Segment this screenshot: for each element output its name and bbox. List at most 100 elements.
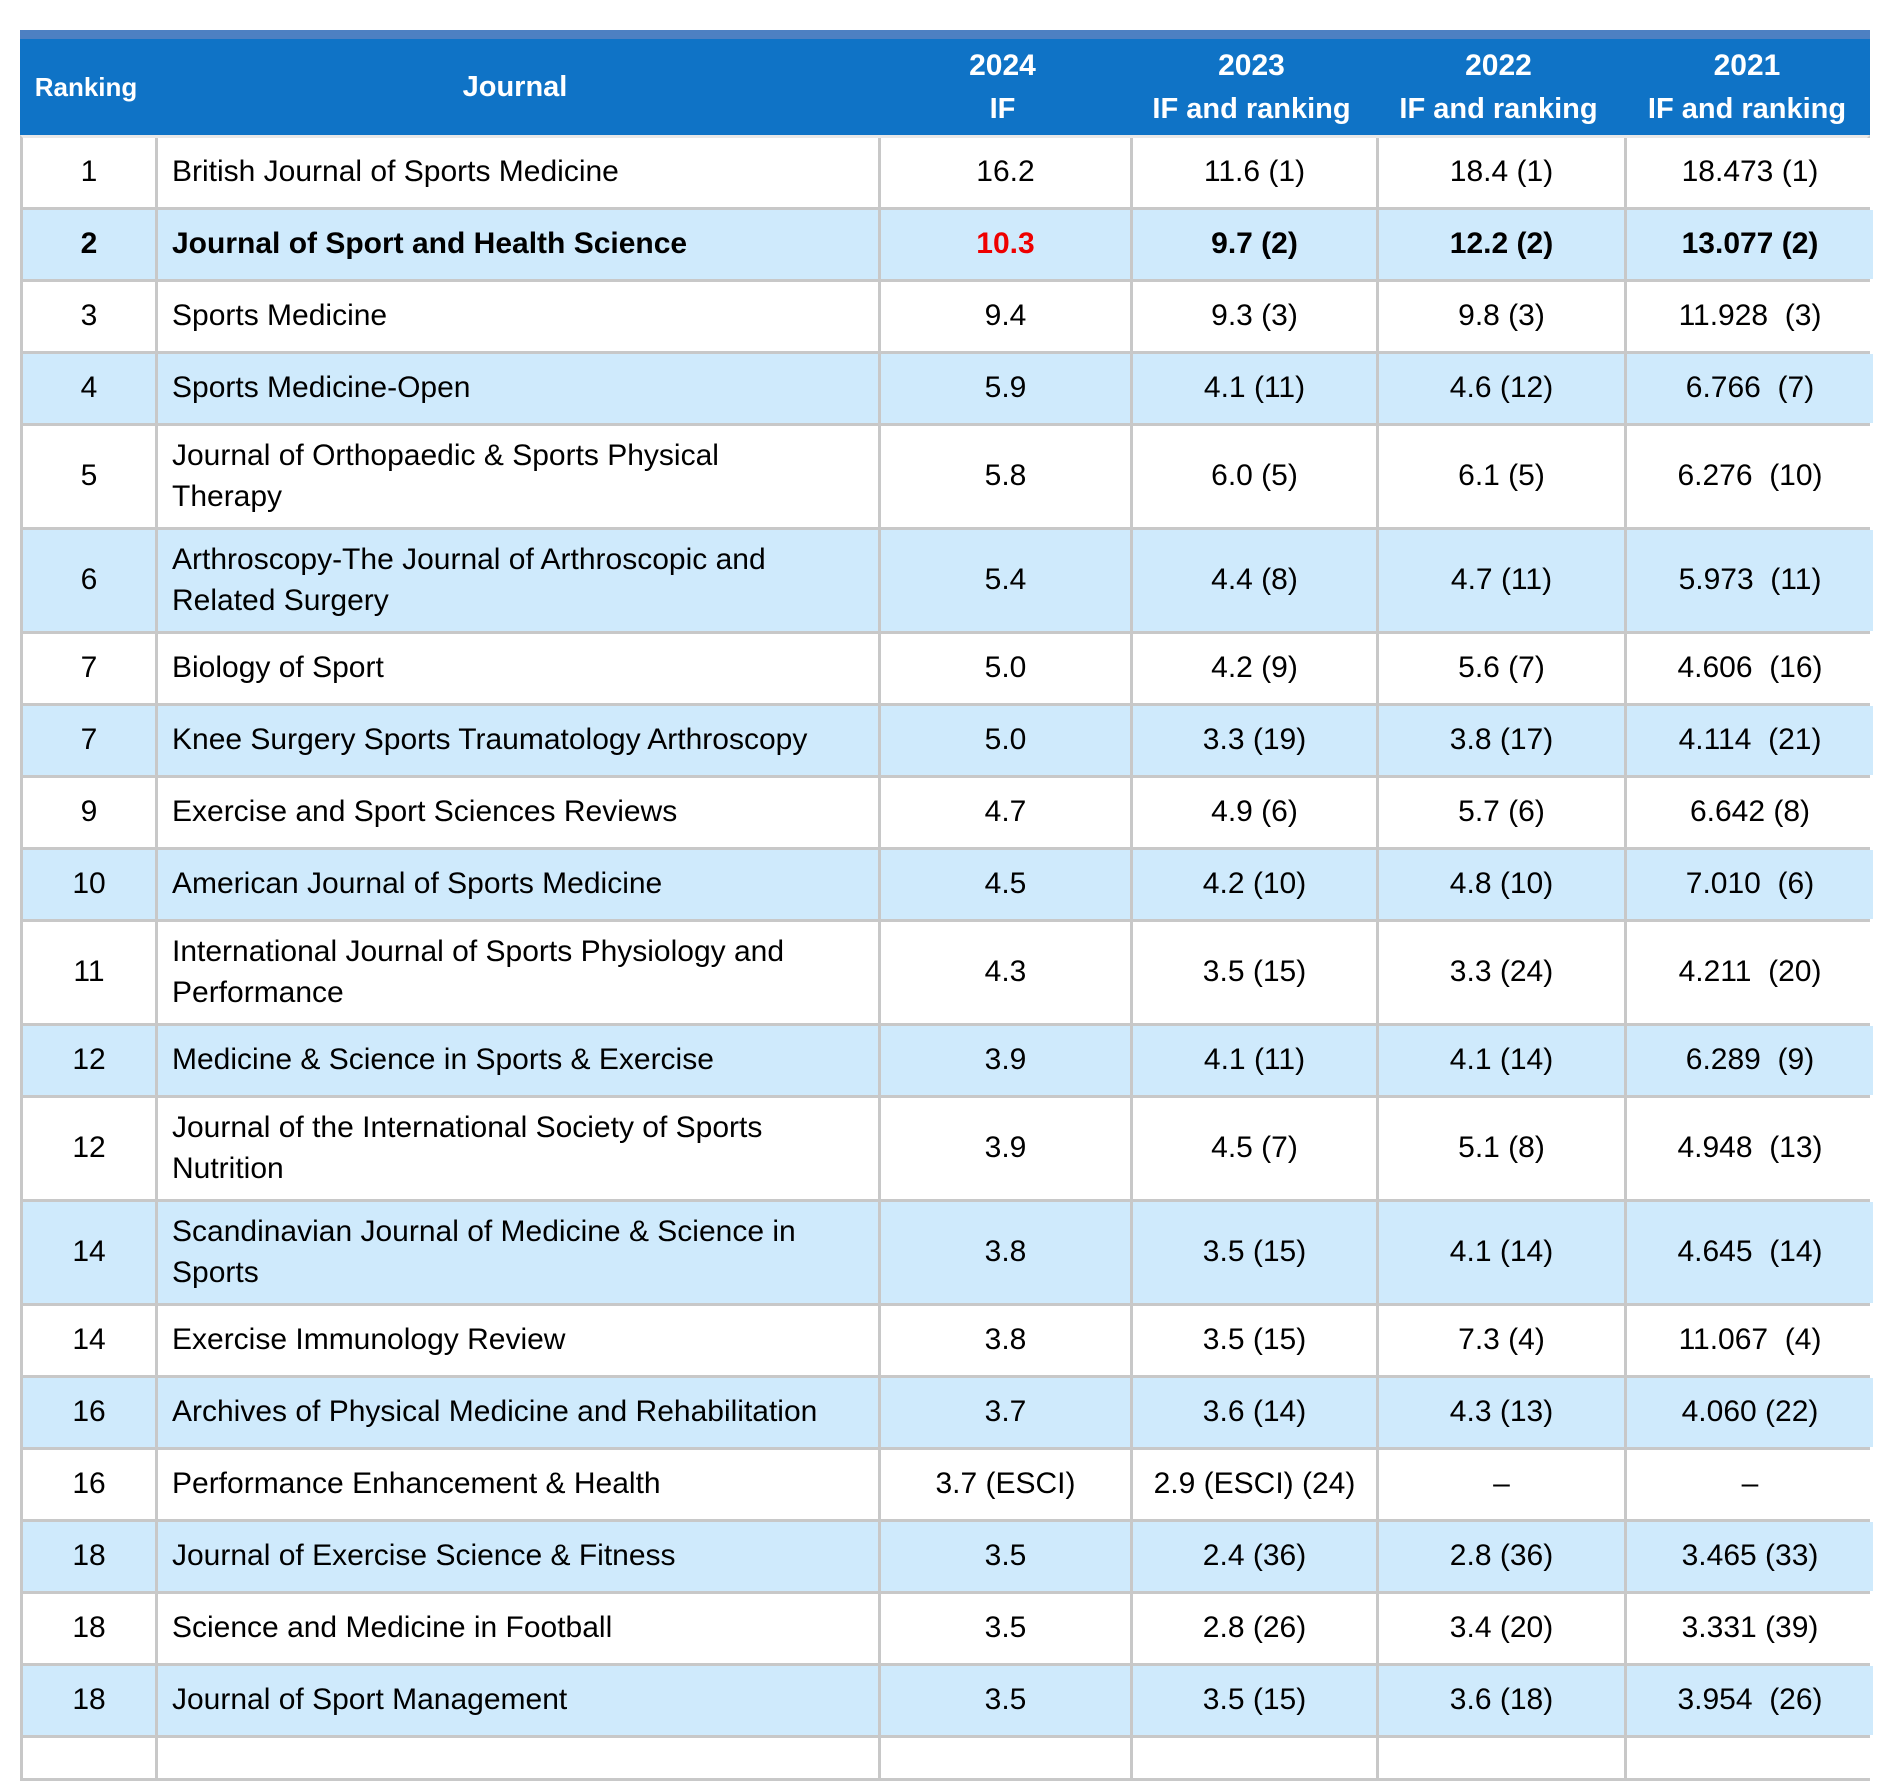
journal-cell: Performance Enhancement & Health xyxy=(158,1450,878,1519)
journal-cell xyxy=(158,1738,878,1778)
if-2024-cell: 3.9 xyxy=(881,1026,1130,1095)
journal-cell: Scandinavian Journal of Medicine & Scien… xyxy=(158,1202,878,1303)
if-2022-cell: – xyxy=(1379,1450,1624,1519)
if-2023-cell: 2.4 (36) xyxy=(1133,1522,1376,1591)
year-label: 2022 xyxy=(1465,49,1532,83)
if-2021-cell: 11.067 (4) xyxy=(1627,1306,1873,1375)
table-row: 2 Journal of Sport and Health Science 10… xyxy=(23,210,1873,279)
year-sublabel: IF and ranking xyxy=(1647,92,1847,125)
journal-cell: Sports Medicine-Open xyxy=(158,354,878,423)
if-2021-cell: 4.606 (16) xyxy=(1627,634,1873,703)
if-2022-cell: 3.8 (17) xyxy=(1379,706,1624,775)
if-2023-cell: 4.9 (6) xyxy=(1133,778,1376,847)
if-2024-cell: 5.4 xyxy=(881,530,1130,631)
if-2022-cell: 6.1 (5) xyxy=(1379,426,1624,527)
ranking-cell: 14 xyxy=(23,1202,155,1303)
column-header-2023: 2023 IF and ranking xyxy=(1130,39,1373,135)
ranking-cell: 18 xyxy=(23,1666,155,1735)
table-row: 1 British Journal of Sports Medicine 16.… xyxy=(23,138,1873,207)
if-2023-cell: 4.2 (9) xyxy=(1133,634,1376,703)
ranking-cell: 9 xyxy=(23,778,155,847)
if-2022-cell: 3.4 (20) xyxy=(1379,1594,1624,1663)
if-2021-cell: 6.642 (8) xyxy=(1627,778,1873,847)
if-2023-cell: 3.5 (15) xyxy=(1133,922,1376,1023)
if-2022-cell: 18.4 (1) xyxy=(1379,138,1624,207)
if-2022-cell xyxy=(1379,1738,1624,1778)
journal-cell: Biology of Sport xyxy=(158,634,878,703)
if-2021-cell: 7.010 (6) xyxy=(1627,850,1873,919)
if-2022-cell: 4.6 (12) xyxy=(1379,354,1624,423)
if-2024-cell: 10.3 xyxy=(881,210,1130,279)
if-2021-cell: 13.077 (2) xyxy=(1627,210,1873,279)
header-top-strip xyxy=(20,30,1870,39)
table-row: 7 Biology of Sport 5.0 4.2 (9) 5.6 (7) 4… xyxy=(23,634,1873,703)
if-2023-cell: 3.5 (15) xyxy=(1133,1306,1376,1375)
journal-ranking-table: Ranking Journal 2024 IF 2023 IF and rank… xyxy=(20,30,1873,1781)
if-2023-cell: 6.0 (5) xyxy=(1133,426,1376,527)
year-label: 2023 xyxy=(1218,49,1285,83)
if-2023-cell: 3.6 (14) xyxy=(1133,1378,1376,1447)
if-2021-cell: 11.928 (3) xyxy=(1627,282,1873,351)
if-2024-cell: 3.7 (ESCI) xyxy=(881,1450,1130,1519)
if-2021-cell: 6.766 (7) xyxy=(1627,354,1873,423)
if-2024-cell: 4.7 xyxy=(881,778,1130,847)
if-2023-cell: 4.1 (11) xyxy=(1133,1026,1376,1095)
if-2023-cell: 9.7 (2) xyxy=(1133,210,1376,279)
journal-cell: Journal of Sport and Health Science xyxy=(158,210,878,279)
if-2024-cell: 4.5 xyxy=(881,850,1130,919)
table-row: 9 Exercise and Sport Sciences Reviews 4.… xyxy=(23,778,1873,847)
if-2024-cell: 5.9 xyxy=(881,354,1130,423)
if-2023-cell: 9.3 (3) xyxy=(1133,282,1376,351)
if-2021-cell: – xyxy=(1627,1450,1873,1519)
column-header-journal: Journal xyxy=(155,39,875,135)
if-2023-cell: 4.4 (8) xyxy=(1133,530,1376,631)
ranking-cell: 16 xyxy=(23,1378,155,1447)
if-2021-cell: 4.211 (20) xyxy=(1627,922,1873,1023)
if-2023-cell: 3.3 (19) xyxy=(1133,706,1376,775)
table-row: 18 Science and Medicine in Football 3.5 … xyxy=(23,1594,1873,1663)
if-2022-cell: 5.7 (6) xyxy=(1379,778,1624,847)
table-row: 5 Journal of Orthopaedic & Sports Physic… xyxy=(23,426,1873,527)
if-2024-cell xyxy=(881,1738,1130,1778)
if-2022-cell: 4.3 (13) xyxy=(1379,1378,1624,1447)
if-2021-cell: 3.954 (26) xyxy=(1627,1666,1873,1735)
journal-cell: Science and Medicine in Football xyxy=(158,1594,878,1663)
table-row: 16 Archives of Physical Medicine and Reh… xyxy=(23,1378,1873,1447)
ranking-cell: 11 xyxy=(23,922,155,1023)
if-2024-cell: 5.8 xyxy=(881,426,1130,527)
table-row: 18 Journal of Exercise Science & Fitness… xyxy=(23,1522,1873,1591)
if-2021-cell: 4.645 (14) xyxy=(1627,1202,1873,1303)
journal-cell: Archives of Physical Medicine and Rehabi… xyxy=(158,1378,878,1447)
column-header-2021: 2021 IF and ranking xyxy=(1624,39,1870,135)
if-2024-cell: 3.7 xyxy=(881,1378,1130,1447)
if-2022-cell: 7.3 (4) xyxy=(1379,1306,1624,1375)
if-2024-cell: 3.8 xyxy=(881,1202,1130,1303)
if-2022-cell: 2.8 (36) xyxy=(1379,1522,1624,1591)
if-2024-cell: 3.5 xyxy=(881,1594,1130,1663)
year-sublabel: IF xyxy=(989,92,1016,125)
if-2021-cell xyxy=(1627,1738,1873,1778)
journal-cell: Journal of Sport Management xyxy=(158,1666,878,1735)
journal-cell: Exercise and Sport Sciences Reviews xyxy=(158,778,878,847)
ranking-cell: 18 xyxy=(23,1594,155,1663)
if-2022-cell: 3.6 (18) xyxy=(1379,1666,1624,1735)
if-2022-cell: 5.1 (8) xyxy=(1379,1098,1624,1199)
journal-cell: Exercise Immunology Review xyxy=(158,1306,878,1375)
column-header-2022: 2022 IF and ranking xyxy=(1376,39,1621,135)
if-2023-cell: 2.8 (26) xyxy=(1133,1594,1376,1663)
table-row: 11 International Journal of Sports Physi… xyxy=(23,922,1873,1023)
ranking-cell: 5 xyxy=(23,426,155,527)
table-row: 7 Knee Surgery Sports Traumatology Arthr… xyxy=(23,706,1873,775)
if-2021-cell: 6.289 (9) xyxy=(1627,1026,1873,1095)
column-header-ranking: Ranking xyxy=(20,39,152,135)
journal-cell: International Journal of Sports Physiolo… xyxy=(158,922,878,1023)
if-2023-cell: 3.5 (15) xyxy=(1133,1666,1376,1735)
ranking-cell: 12 xyxy=(23,1098,155,1199)
ranking-cell: 6 xyxy=(23,530,155,631)
ranking-cell: 4 xyxy=(23,354,155,423)
if-2024-cell: 16.2 xyxy=(881,138,1130,207)
if-2021-cell: 4.060 (22) xyxy=(1627,1378,1873,1447)
table-row: 12 Journal of the International Society … xyxy=(23,1098,1873,1199)
ranking-cell: 7 xyxy=(23,706,155,775)
if-2024-cell: 5.0 xyxy=(881,634,1130,703)
